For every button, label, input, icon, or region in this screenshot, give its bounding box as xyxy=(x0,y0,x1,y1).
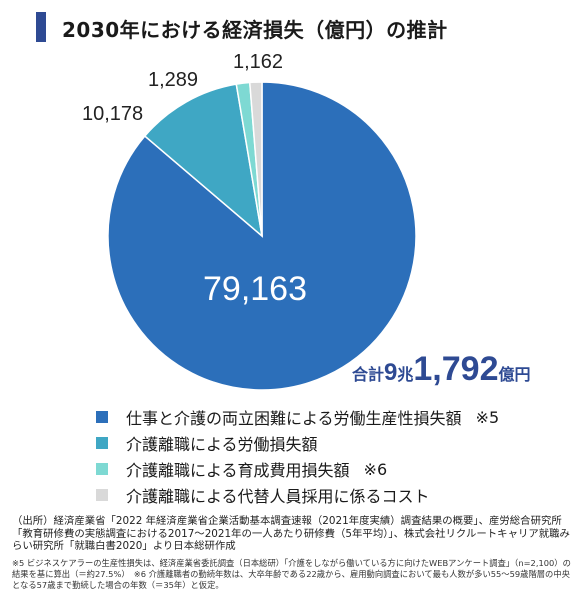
legend-item-1: 介護離職による労働損失額 xyxy=(96,430,499,456)
legend-item-3: 介護離職による代替人員採用に係るコスト xyxy=(96,482,499,508)
legend-item-0: 仕事と介護の両立困難による労働生産性損失額 ※5 xyxy=(96,404,499,430)
pie-slice-3 xyxy=(248,81,263,237)
legend-label: 仕事と介護の両立困難による労働生産性損失額 xyxy=(126,409,462,428)
total-trillion-value: 9 xyxy=(384,359,398,386)
legend-item-2: 介護離職による育成費用損失額 ※6 xyxy=(96,456,499,482)
total-caption: 合計 xyxy=(352,367,385,384)
legend-label: 介護離職による代替人員採用に係るコスト xyxy=(126,487,430,506)
chart-legend: 仕事と介護の両立困難による労働生産性損失額 ※5 介護離職による労働損失額介護離職に… xyxy=(96,404,499,508)
chart-title: 2030年における経済損失（億円）の推計 xyxy=(62,18,448,42)
title-accent-bar xyxy=(36,12,46,42)
pie-value-label-1: 10,178 xyxy=(82,103,143,125)
legend-footnote-ref: ※5 xyxy=(475,407,500,427)
total-hundred-million-value: 1,792 xyxy=(413,350,499,388)
pie-value-label-0: 79,163 xyxy=(203,270,307,308)
pie-value-label-3: 1,162 xyxy=(233,51,283,73)
total-label: 合計9兆1,792億円 xyxy=(352,350,531,389)
legend-swatch xyxy=(96,437,108,449)
source-text: （出所）経済産業省「2022 年経済産業省企業活動基本調査速報（2021年度実績… xyxy=(12,515,570,553)
total-trillion-unit: 兆 xyxy=(397,367,414,384)
total-hundred-million-unit: 億円 xyxy=(498,367,531,384)
legend-label: 介護離職による育成費用損失額 xyxy=(126,461,350,480)
pie-slice-1 xyxy=(143,83,264,238)
pie-value-label-2: 1,289 xyxy=(148,69,198,91)
legend-label: 介護離職による労働損失額 xyxy=(126,435,318,454)
legend-swatch xyxy=(96,489,108,501)
legend-swatch xyxy=(96,411,108,423)
footnote-text: ※5 ビジネスケアラーの生産性損失は、経済産業省委託調査（日本総研）「介護をしな… xyxy=(12,558,571,590)
legend-swatch xyxy=(96,463,108,475)
legend-footnote-ref: ※6 xyxy=(363,459,388,479)
